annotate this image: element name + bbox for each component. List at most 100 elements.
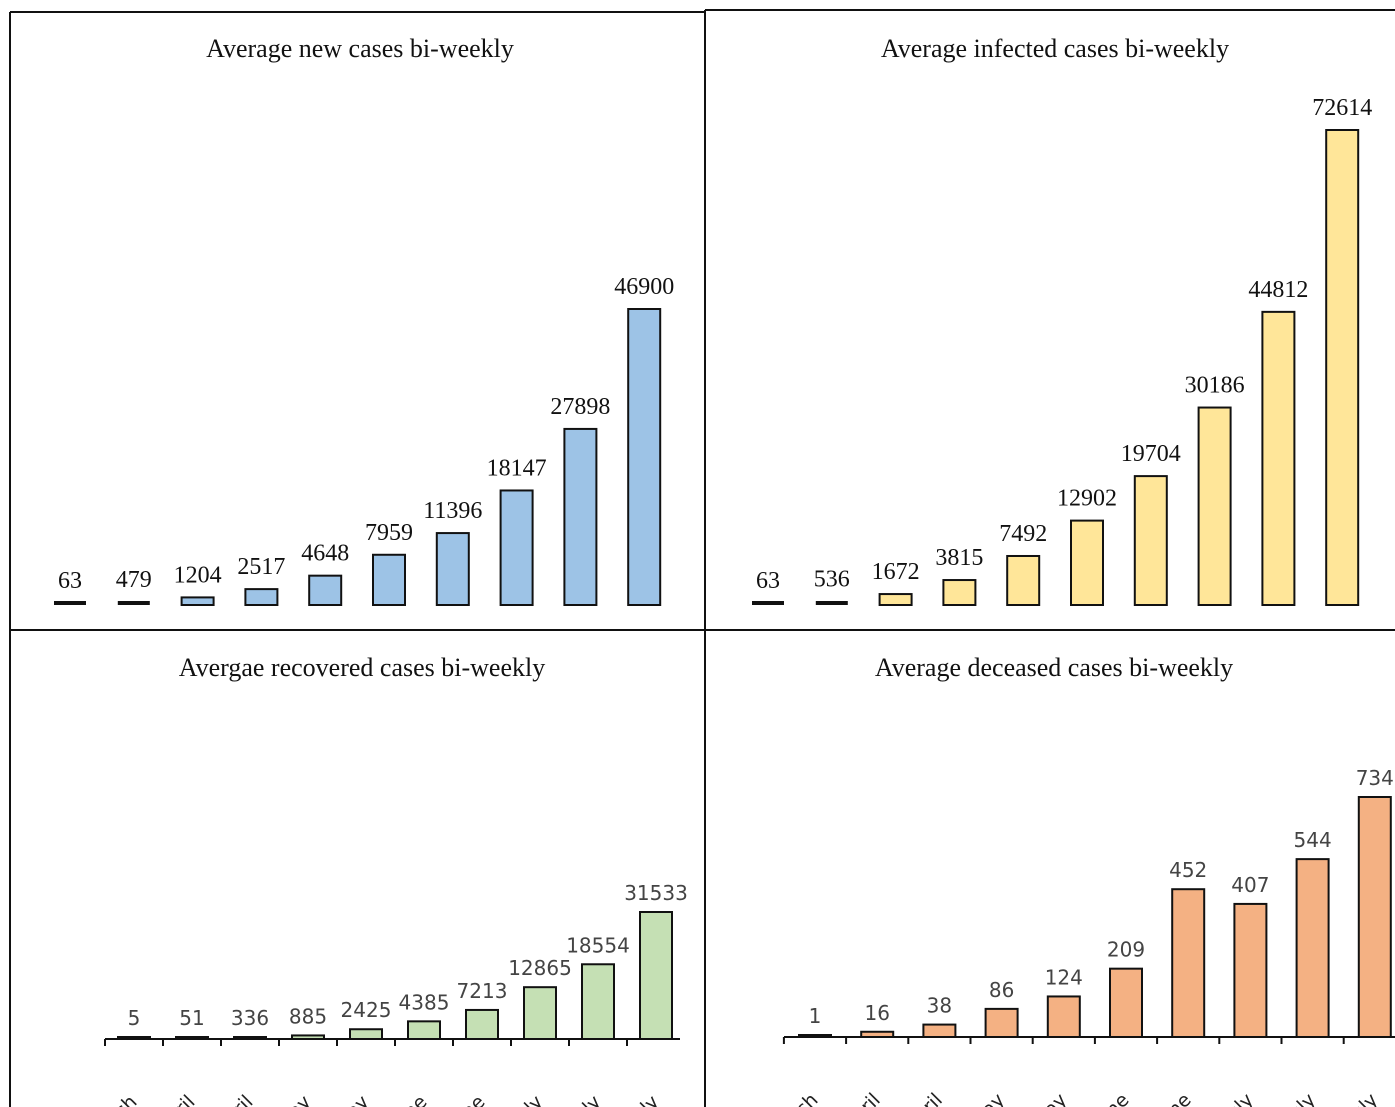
chart-title: Average deceased cases bi-weekly (875, 653, 1233, 682)
x-tick-label: July (1218, 1089, 1258, 1107)
bar (233, 1036, 267, 1040)
data-label: 72614 (1312, 95, 1372, 121)
bar (1357, 796, 1392, 1038)
bar (798, 1034, 832, 1038)
data-label: 7213 (457, 979, 508, 1003)
bar (117, 1036, 151, 1040)
bar (1006, 554, 1041, 606)
bar (627, 308, 662, 606)
x-tick-label: April (901, 1089, 947, 1107)
data-label: 4648 (301, 541, 349, 567)
bar (1295, 858, 1330, 1039)
bar (308, 574, 343, 607)
data-label: 18147 (487, 455, 547, 481)
data-label: 46900 (614, 274, 674, 300)
data-label: 7492 (999, 521, 1047, 547)
bar (1070, 519, 1104, 606)
chart-new-cases: Average new cases bi-weekly 63 479 1204 251… (54, 34, 674, 607)
data-label: 12902 (1057, 486, 1117, 512)
x-tick-label: April (153, 1091, 199, 1107)
bar (984, 1007, 1019, 1039)
data-label: 27898 (550, 394, 610, 420)
data-label: 63 (58, 568, 82, 594)
data-label: 479 (116, 567, 152, 593)
bar (465, 1008, 499, 1041)
x-tick-label: June (1150, 1089, 1196, 1107)
bar (1233, 902, 1268, 1038)
bar (435, 532, 470, 606)
data-label: 38 (927, 994, 952, 1018)
chart-title: Avergae recovered cases bi-weekly (179, 653, 545, 682)
data-label: 544 (1294, 828, 1332, 852)
bar (1133, 475, 1168, 607)
bar (407, 1020, 441, 1040)
data-label: 536 (814, 566, 850, 592)
data-label: 86 (989, 978, 1014, 1002)
data-label: 16 (864, 1001, 889, 1025)
data-label: 44812 (1248, 277, 1308, 303)
data-label: 336 (231, 1006, 269, 1030)
bar (180, 596, 215, 606)
x-tick-label: July (623, 1091, 663, 1107)
x-tick-label: June (1088, 1089, 1134, 1107)
x-tick-label: July (565, 1091, 605, 1107)
bar-series: 1 March 16 April 38 April 86 May 124 May 209 June 45… (766, 766, 1395, 1107)
bar (523, 986, 557, 1040)
data-label: 19704 (1121, 441, 1181, 467)
x-tick-label: May (1028, 1089, 1071, 1107)
bar (1109, 967, 1143, 1038)
bar (878, 593, 913, 607)
bar (639, 911, 673, 1040)
x-tick-label: June (444, 1091, 490, 1107)
data-label: 18554 (566, 933, 630, 957)
x-tick-label: July (507, 1091, 547, 1107)
data-label: 7959 (365, 520, 413, 546)
bar (1197, 406, 1232, 606)
data-label: 1204 (174, 562, 222, 588)
bar (54, 601, 86, 605)
x-tick-label: May (966, 1089, 1009, 1107)
data-label: 209 (1107, 938, 1145, 962)
bar (175, 1036, 209, 1040)
x-tick-label: May (330, 1091, 373, 1107)
data-label: 2425 (341, 998, 392, 1022)
data-label: 12865 (508, 956, 572, 980)
bar (860, 1030, 895, 1039)
chart-recovered-cases: Avergae recovered cases bi-weekly 5 March… (85, 653, 688, 1107)
bar (581, 963, 615, 1040)
bar (117, 601, 150, 605)
bar (1171, 888, 1206, 1039)
data-label: 63 (756, 568, 780, 594)
bar (1046, 995, 1081, 1038)
data-label: 734 (1356, 766, 1394, 790)
data-label: 11396 (423, 498, 482, 524)
data-label: 885 (289, 1004, 327, 1028)
bar (1325, 129, 1360, 606)
data-label: 31533 (624, 881, 688, 905)
x-tick-label: June (386, 1091, 432, 1107)
chart-title: Average infected cases bi-weekly (881, 34, 1229, 63)
panel-frames (9, 9, 1395, 1107)
bar (563, 427, 598, 606)
bar (349, 1028, 383, 1041)
chart-deceased-cases: Average deceased cases bi-weekly 1March1… (766, 653, 1395, 1107)
data-label: 3815 (935, 545, 983, 571)
data-label: 407 (1231, 873, 1269, 897)
data-label: 51 (179, 1006, 204, 1030)
bar (922, 1023, 957, 1039)
chart-title: Average new cases bi-weekly (206, 34, 514, 63)
bar-series: 5 March 51 April 336 April 885 May 2425 May 4385 Ju… (85, 881, 688, 1107)
bar (499, 489, 534, 607)
bar (372, 553, 406, 607)
data-label: 1672 (872, 559, 920, 585)
bar (752, 601, 784, 605)
x-tick-label: May (272, 1091, 315, 1107)
data-label: 124 (1045, 965, 1083, 989)
data-label: 1 (809, 1004, 822, 1028)
bar (244, 588, 279, 606)
x-tick-label: April (838, 1089, 884, 1107)
data-label: 4385 (399, 990, 450, 1014)
data-label: 5 (128, 1006, 141, 1030)
